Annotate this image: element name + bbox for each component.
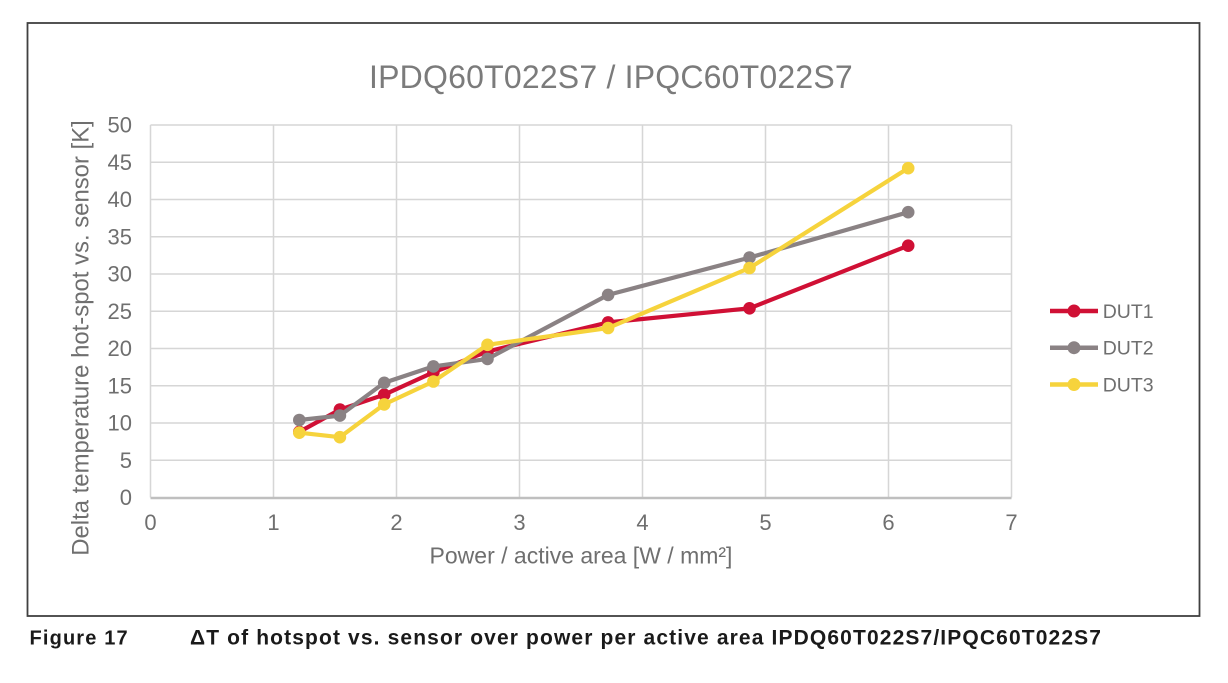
- svg-text:3: 3: [513, 510, 525, 535]
- svg-text:5: 5: [120, 448, 132, 473]
- svg-text:2: 2: [390, 510, 402, 535]
- svg-text:DUT3: DUT3: [1103, 375, 1154, 397]
- svg-text:0: 0: [144, 510, 156, 535]
- svg-text:IPDQ60T022S7 / IPQC60T022S7: IPDQ60T022S7 / IPQC60T022S7: [369, 59, 853, 95]
- svg-text:35: 35: [108, 224, 132, 249]
- svg-text:20: 20: [108, 336, 132, 361]
- svg-text:DUT1: DUT1: [1103, 301, 1154, 323]
- svg-text:7: 7: [1005, 510, 1017, 535]
- svg-text:Power / active area [W / mm²]: Power / active area [W / mm²]: [430, 543, 733, 569]
- svg-text:Delta temperature hot-spot vs.: Delta temperature hot-spot vs. sensor [K…: [68, 120, 95, 556]
- svg-text:1: 1: [267, 510, 279, 535]
- svg-text:6: 6: [882, 510, 894, 535]
- svg-text:DUT2: DUT2: [1103, 338, 1154, 360]
- svg-text:5: 5: [759, 510, 771, 535]
- svg-text:40: 40: [108, 187, 132, 212]
- svg-text:Figure 17: Figure 17: [30, 628, 129, 650]
- svg-text:45: 45: [108, 150, 132, 175]
- svg-text:10: 10: [108, 411, 132, 436]
- svg-text:50: 50: [108, 113, 132, 138]
- svg-text:0: 0: [120, 485, 132, 510]
- svg-text:4: 4: [636, 510, 648, 535]
- svg-text:ΔT of hotspot vs. sensor over: ΔT of hotspot vs. sensor over power per …: [190, 627, 1102, 650]
- svg-text:25: 25: [108, 299, 132, 324]
- svg-text:30: 30: [108, 262, 132, 287]
- svg-text:15: 15: [108, 373, 132, 398]
